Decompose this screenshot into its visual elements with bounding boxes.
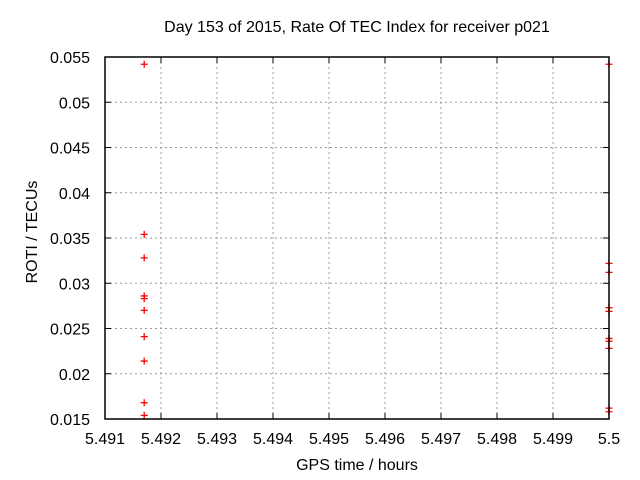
y-tick-label: 0.04 <box>59 186 90 203</box>
x-tick-label: 5.498 <box>477 431 517 448</box>
x-tick-label: 5.5 <box>598 431 620 448</box>
x-tick-label: 5.492 <box>141 431 181 448</box>
x-tick-label: 5.495 <box>309 431 349 448</box>
data-point-marker <box>140 254 148 262</box>
x-tick-label: 5.496 <box>365 431 405 448</box>
plot-layers: 5.491 5.492 5.493 5.494 5.495 5.496 5.497 5.498… <box>50 50 620 448</box>
y-tick-label: 0.02 <box>59 367 90 384</box>
data-point-marker <box>140 230 148 238</box>
data-point-marker <box>140 60 148 68</box>
y-tick-label: 0.055 <box>50 50 90 67</box>
y-axis-label: ROTI / TECUs <box>24 181 41 284</box>
x-tick-label: 5.491 <box>85 431 125 448</box>
y-tick-label: 0.035 <box>50 231 90 248</box>
data-point-marker <box>140 411 148 419</box>
chart-title: Day 153 of 2015, Rate Of TEC Index for r… <box>164 19 550 36</box>
data-point-marker <box>140 399 148 407</box>
data-point-marker <box>140 295 148 303</box>
x-tick-label: 5.494 <box>253 431 293 448</box>
y-tick-label: 0.03 <box>59 276 90 293</box>
y-tick-label: 0.045 <box>50 141 90 158</box>
x-tick-label: 5.499 <box>533 431 573 448</box>
x-tick-label: 5.497 <box>421 431 461 448</box>
x-tick-label: 5.493 <box>197 431 237 448</box>
data-point-marker <box>140 306 148 314</box>
data-point-marker <box>140 333 148 341</box>
data-point-marker <box>140 357 148 365</box>
y-tick-label: 0.05 <box>59 95 90 112</box>
y-tick-label: 0.015 <box>50 412 90 429</box>
y-tick-label: 0.025 <box>50 322 90 339</box>
x-axis-label: GPS time / hours <box>296 457 418 474</box>
plot-border <box>104 56 610 420</box>
